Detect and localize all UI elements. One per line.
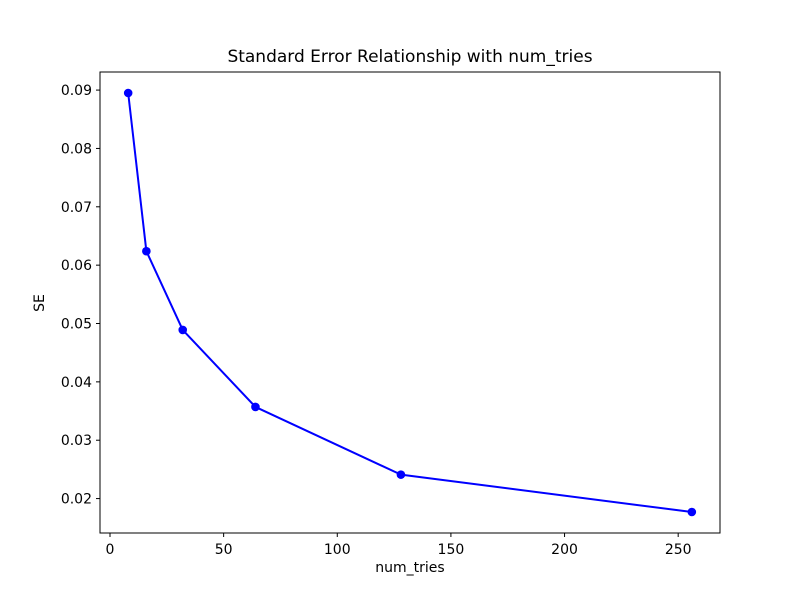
y-tick-label: 0.09 — [61, 83, 92, 99]
x-tick-label: 100 — [324, 542, 351, 558]
y-tick-label: 0.06 — [61, 258, 92, 274]
data-line — [127, 92, 693, 513]
x-tick-label: 150 — [438, 542, 465, 558]
y-tick-label: 0.05 — [61, 317, 92, 333]
data-point — [123, 88, 133, 98]
chart-title: Standard Error Relationship with num_tri… — [227, 47, 592, 67]
y-tick-label: 0.04 — [61, 375, 92, 391]
data-point — [178, 325, 188, 335]
data-point — [251, 402, 260, 412]
y-tick-label: 0.02 — [61, 492, 92, 508]
y-tick-label: 0.03 — [61, 433, 92, 449]
x-tick-label: 0 — [106, 542, 115, 558]
x-axis-label: num_tries — [375, 560, 444, 576]
y-tick-label: 0.07 — [61, 200, 92, 216]
x-tick-label: 250 — [665, 542, 692, 558]
data-point — [687, 507, 697, 517]
x-tick-label: 50 — [215, 542, 233, 558]
x-tick-label: 200 — [551, 542, 578, 558]
y-axis-label: SE — [32, 294, 48, 312]
data-point — [396, 470, 406, 479]
data-point — [142, 246, 151, 256]
plot-area — [99, 71, 721, 534]
y-tick-label: 0.08 — [61, 141, 92, 157]
